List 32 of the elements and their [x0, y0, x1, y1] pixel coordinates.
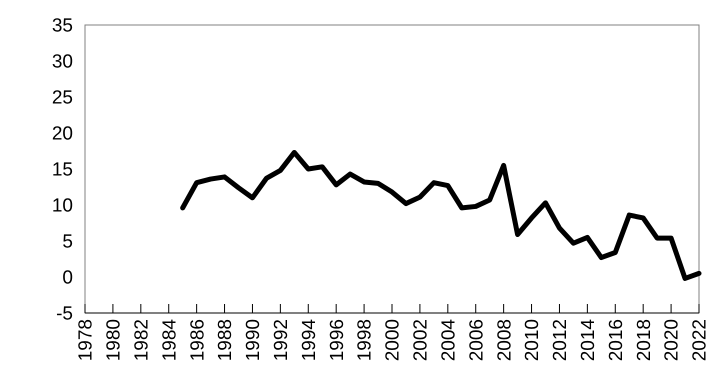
y-tick-label: 20 [52, 124, 73, 145]
x-tick-label: 1988 [215, 319, 236, 362]
x-tick-label: 2016 [606, 319, 627, 362]
x-tick-label: 2020 [662, 319, 683, 362]
x-tick-label: 1984 [159, 318, 180, 362]
y-tick-label: -5 [56, 304, 73, 325]
x-tick-label: 1994 [298, 318, 320, 362]
x-tick-label: 1992 [271, 319, 292, 362]
y-tick-label: 30 [52, 52, 73, 73]
x-tick-label: 2010 [522, 319, 544, 362]
x-tick-label: 2004 [438, 318, 460, 362]
x-tick-label: 2018 [634, 319, 655, 362]
y-tick-label: 10 [52, 196, 73, 217]
y-tick-label: 35 [52, 16, 73, 37]
y-tick-label: 25 [52, 88, 73, 109]
x-tick-label: 2008 [494, 319, 516, 362]
x-tick-label: 1996 [326, 319, 348, 362]
y-tick-label: 5 [62, 232, 73, 253]
x-tick-label: 2012 [550, 319, 572, 362]
y-tick-label: 0 [62, 268, 73, 289]
x-tick-label: 1978 [76, 319, 97, 362]
x-tick-label: 1980 [104, 319, 125, 362]
x-tick-label: 1986 [187, 319, 208, 362]
x-tick-label: 1990 [243, 319, 264, 362]
y-tick-label: 15 [52, 160, 73, 181]
x-tick-label: 1982 [131, 319, 152, 362]
x-tick-label: 1998 [354, 319, 376, 362]
x-tick-label: 2000 [382, 319, 404, 362]
x-tick-label: 2002 [410, 319, 432, 362]
x-tick-label: 2006 [466, 319, 488, 362]
x-tick-label: 2014 [578, 318, 600, 362]
x-tick-label: 2022 [690, 319, 711, 362]
